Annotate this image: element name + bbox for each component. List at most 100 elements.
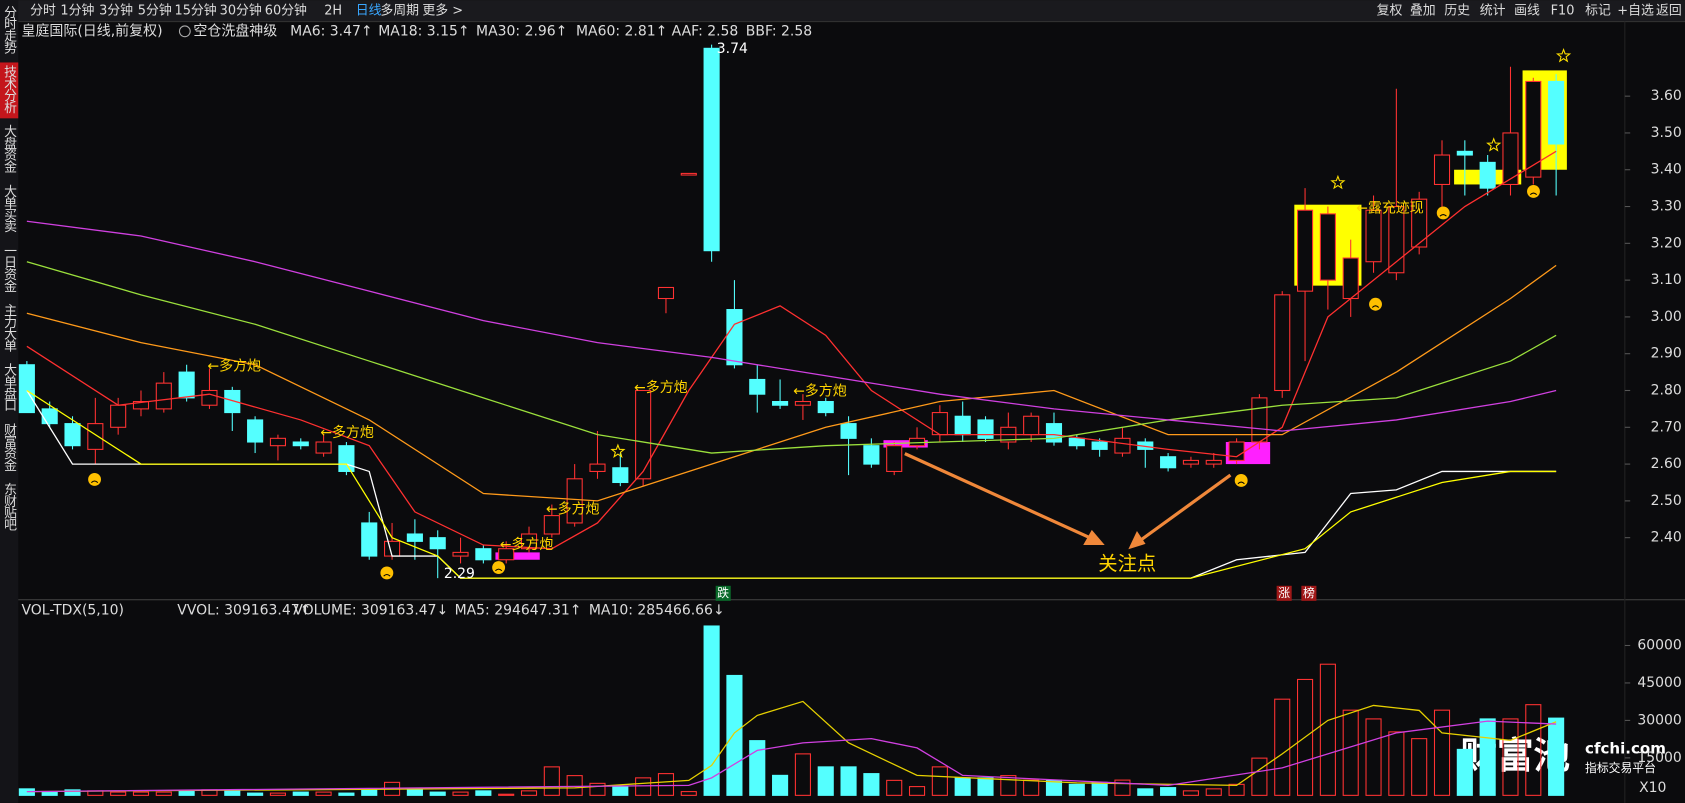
legend-entry: MA30: 2.96↑ [476, 23, 567, 39]
ma-line [26, 261, 1557, 454]
candle-body [1296, 209, 1314, 292]
candle-body [1114, 437, 1131, 454]
sad-icon-mouth [1371, 305, 1380, 308]
volume-bar [1137, 788, 1154, 796]
annotation: ←多方炮 [207, 358, 261, 375]
candle-body [406, 533, 423, 542]
annotation: ←多方炮 [793, 382, 847, 399]
toolbar-button[interactable]: 标记 [1585, 3, 1611, 18]
toolbar-button[interactable]: +自选 [1617, 3, 1654, 18]
toolbar-tab[interactable]: 15分钟 [175, 2, 217, 18]
volume-bar [680, 791, 697, 796]
toolbar-button[interactable]: 历史 [1444, 3, 1470, 18]
ma-line [26, 150, 1557, 550]
sad-icon [380, 566, 394, 580]
volume-bar [475, 790, 492, 796]
candle-body [41, 408, 58, 425]
y-tick-label: 60000 [1637, 637, 1681, 653]
toolbar-tab[interactable]: 3分钟 [99, 2, 133, 18]
toolbar-tab[interactable]: 30分钟 [220, 2, 262, 18]
arrow [904, 452, 1095, 542]
legend-entry: MA60: 2.81↑ [576, 23, 667, 39]
candle-body [1274, 294, 1291, 392]
candle-body [1251, 397, 1268, 443]
indicator-box [495, 552, 540, 560]
sidebar-item[interactable]: 大单盘口 [1, 363, 16, 412]
annotation: ←多方炮 [320, 424, 374, 441]
volume-bar [772, 774, 789, 796]
volume-bar [520, 790, 538, 796]
candle-body [794, 401, 811, 406]
sidebar-item[interactable]: 财富资金 [1, 423, 16, 472]
toolbar-tab[interactable]: 2H [324, 3, 342, 18]
toolbar-tab[interactable]: 60分钟 [265, 2, 307, 18]
toolbar-tab[interactable]: 多周期 [380, 3, 419, 18]
volume-ma-line [26, 700, 1557, 793]
sidebar-item[interactable]: 东财贴吧 [1, 483, 16, 532]
sad-icon-mouth [90, 480, 99, 484]
toolbar-tab[interactable]: 更多 > [422, 3, 463, 18]
sidebar-item[interactable]: 一日资金 [1, 244, 16, 293]
signal-bg [715, 585, 731, 601]
candle-body [863, 445, 880, 465]
candle-body [520, 533, 538, 550]
toolbar-tab[interactable]: 日线 [356, 3, 382, 18]
candle-body [338, 445, 355, 472]
candle-body [1182, 459, 1199, 465]
volume-bar [155, 791, 172, 796]
watermark-slogan: 指标交易平台 [1585, 761, 1656, 775]
candle-body [64, 423, 81, 447]
volume-bar [1342, 709, 1359, 796]
sidebar-item[interactable]: 主力大单 [1, 304, 16, 353]
sidebar-item[interactable]: 大单买卖 [1, 184, 16, 233]
candle-body [1365, 209, 1382, 263]
candle-body [1205, 459, 1222, 465]
star-icon [610, 443, 626, 458]
candle-body [110, 404, 127, 428]
sidebar-item[interactable]: 分时走势 [1, 6, 16, 56]
toolbar-tab[interactable]: 1分钟 [60, 2, 94, 18]
volume-bar [1479, 718, 1496, 796]
volume-bar [1251, 757, 1268, 796]
candle-body [1342, 257, 1359, 300]
toolbar-button[interactable]: 画线 [1514, 3, 1540, 18]
chart-title: 皇庭国际(日线,前复权) [21, 22, 162, 39]
volume-bar [1388, 731, 1405, 796]
y-tick-label: 2.80 [1651, 383, 1682, 399]
candle-body [498, 548, 515, 561]
volume-bar [840, 766, 857, 796]
volume-bar [1228, 783, 1245, 796]
toolbar-button[interactable]: 统计 [1480, 3, 1506, 18]
settings-icon[interactable] [178, 25, 191, 38]
y-tick-label: 2.70 [1651, 419, 1682, 435]
toolbar-button[interactable]: 叠加 [1410, 3, 1436, 18]
candle-body [87, 423, 104, 450]
candle-body [315, 441, 332, 454]
y-tick-label: 3.10 [1651, 272, 1682, 288]
y-tick-label: 2.50 [1651, 493, 1682, 509]
toolbar-tab[interactable]: 分时 [30, 3, 56, 18]
sidebar-item[interactable]: 大盘资金 [1, 125, 16, 174]
candle-body [292, 441, 309, 447]
sidebar-item[interactable]: 技术分析 [1, 65, 16, 114]
toolbar [0, 0, 1685, 22]
signal-bg [1301, 585, 1317, 601]
volume-bar [863, 773, 880, 796]
toolbar-button[interactable]: F10 [1551, 3, 1575, 18]
volume-bar [64, 789, 81, 796]
volume-bar [566, 775, 583, 796]
toolbar-tab[interactable]: 5分钟 [138, 2, 172, 18]
y-tick-label: 45000 [1637, 675, 1681, 691]
volume-ma-line [26, 720, 1557, 793]
volume-bar [41, 791, 58, 796]
candle-body [817, 401, 834, 414]
toolbar-button[interactable]: 复权 [1377, 2, 1403, 18]
volume-bar [247, 792, 264, 796]
toolbar-button[interactable]: 返回 [1656, 3, 1682, 18]
volume-bar [1160, 787, 1177, 796]
signal: 榜 [1303, 586, 1315, 600]
chart-subtitle: 空仓洗盘神级 [193, 22, 277, 39]
annotation: ←多方炮 [634, 379, 688, 396]
candle-body [132, 401, 150, 410]
